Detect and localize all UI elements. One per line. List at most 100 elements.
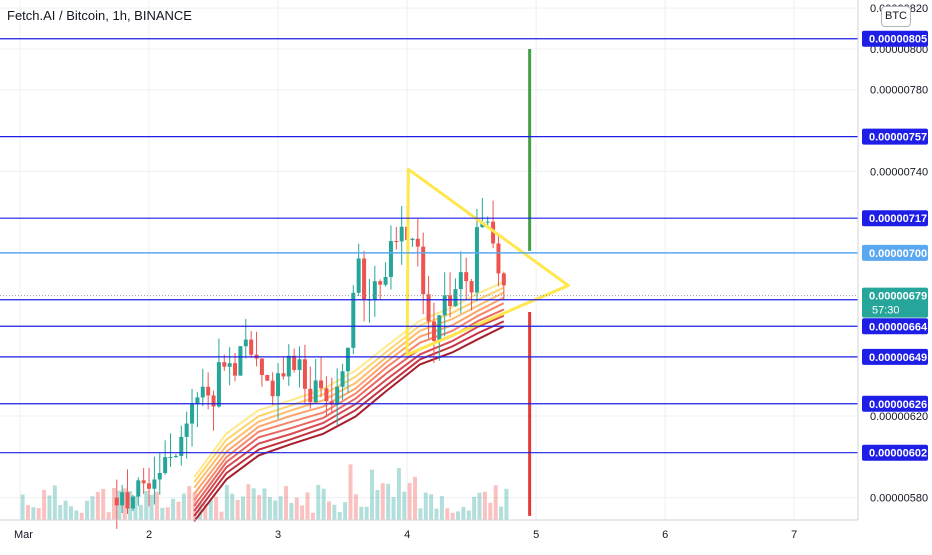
volume-bar xyxy=(456,511,461,520)
candle-body xyxy=(120,492,125,506)
volume-bar xyxy=(429,494,434,520)
x-tick-label: 4 xyxy=(404,529,410,541)
candle-body xyxy=(464,272,469,282)
volume-bar xyxy=(391,497,396,520)
level-label: 0.00000664 xyxy=(869,321,928,333)
level-label-bg xyxy=(862,128,928,145)
volume-bar xyxy=(337,512,342,520)
candle-body xyxy=(238,346,243,376)
x-tick-label: 3 xyxy=(275,529,281,541)
volume-bar xyxy=(445,508,450,520)
candle-body xyxy=(141,480,146,484)
last-price-label: 0.00000679 xyxy=(869,291,927,303)
candle-body xyxy=(372,281,377,300)
candle-body xyxy=(340,371,345,387)
volume-bar xyxy=(165,507,170,520)
candle-body xyxy=(216,362,221,407)
volume-bar xyxy=(176,501,181,520)
candle-body xyxy=(233,363,238,376)
candle-body xyxy=(222,362,227,367)
candle-body xyxy=(335,386,340,405)
level-label-bg xyxy=(862,318,928,335)
volume-bar xyxy=(197,503,202,520)
volume-bar xyxy=(343,502,348,520)
volume-bar xyxy=(149,494,154,520)
volume-bar xyxy=(423,492,428,520)
volume-bar xyxy=(482,491,487,520)
volume-bar xyxy=(321,488,326,520)
level-label: 0.00000602 xyxy=(869,448,927,460)
candle-body xyxy=(195,397,200,404)
level-label: 0.00000805 xyxy=(869,34,927,46)
candle-body xyxy=(308,388,313,403)
volume-bar xyxy=(278,496,283,520)
candle-body xyxy=(265,375,270,381)
ema-ribbon-line xyxy=(193,320,505,517)
volume-bar xyxy=(332,504,337,520)
volume-bar xyxy=(284,486,289,520)
volume-bar xyxy=(208,500,213,520)
volume-bar xyxy=(117,490,122,520)
candle-body xyxy=(281,373,286,377)
volume-bar xyxy=(187,486,192,520)
volume-bar xyxy=(353,494,358,520)
volume-bar xyxy=(42,489,47,520)
y-tick-label: 0.00000620 xyxy=(870,411,928,423)
volume-bar xyxy=(63,500,68,520)
volume-bar xyxy=(20,494,25,520)
candle-body xyxy=(200,386,205,398)
volume-bar xyxy=(90,496,95,520)
candle-body xyxy=(157,472,162,480)
candle-body xyxy=(399,226,404,242)
volume-bar xyxy=(267,497,272,520)
x-tick-label: Mar xyxy=(14,529,33,541)
volume-bar xyxy=(488,502,493,520)
candle-body xyxy=(179,436,184,456)
candle-body xyxy=(147,483,152,489)
candle-body xyxy=(453,289,458,307)
currency-badge[interactable]: BTC xyxy=(881,6,911,27)
candle-body xyxy=(485,221,490,223)
volume-bar xyxy=(181,493,186,520)
candle-body xyxy=(152,479,157,489)
volume-bar xyxy=(396,468,401,520)
volume-bar xyxy=(203,503,208,520)
candle-body xyxy=(163,457,168,473)
last-price-bg xyxy=(862,287,928,318)
candle-body xyxy=(431,321,436,341)
level-label: 0.00000757 xyxy=(869,132,927,144)
candle-body xyxy=(276,373,281,397)
volume-bar xyxy=(68,506,73,520)
volume-bar xyxy=(95,491,100,520)
volume-bar xyxy=(327,501,332,520)
volume-bar xyxy=(111,488,116,520)
volume-bar xyxy=(36,508,41,520)
volume-bars xyxy=(20,464,509,520)
candle-body xyxy=(130,496,135,509)
volume-bar xyxy=(472,496,477,520)
volume-bar xyxy=(262,488,267,520)
level-label: 0.00000649 xyxy=(869,352,927,364)
volume-bar xyxy=(251,488,256,520)
candle-body xyxy=(297,359,302,370)
candle-body xyxy=(383,276,388,285)
volume-bar xyxy=(450,512,455,520)
candle-body xyxy=(136,480,141,497)
volume-bar xyxy=(380,483,385,520)
price-axis-panel xyxy=(858,0,932,550)
level-label-bg xyxy=(862,395,928,412)
x-tick-label: 7 xyxy=(791,529,797,541)
level-label-bg xyxy=(862,444,928,461)
candle-body xyxy=(501,273,506,286)
candle-body xyxy=(329,401,334,405)
candle-body xyxy=(211,395,216,407)
volume-bar xyxy=(466,510,471,520)
candles xyxy=(114,197,506,529)
volume-bar xyxy=(364,506,369,520)
candle-body xyxy=(319,380,324,389)
volume-bar xyxy=(402,491,407,520)
candle-body xyxy=(114,497,119,506)
candle-body xyxy=(249,339,254,355)
